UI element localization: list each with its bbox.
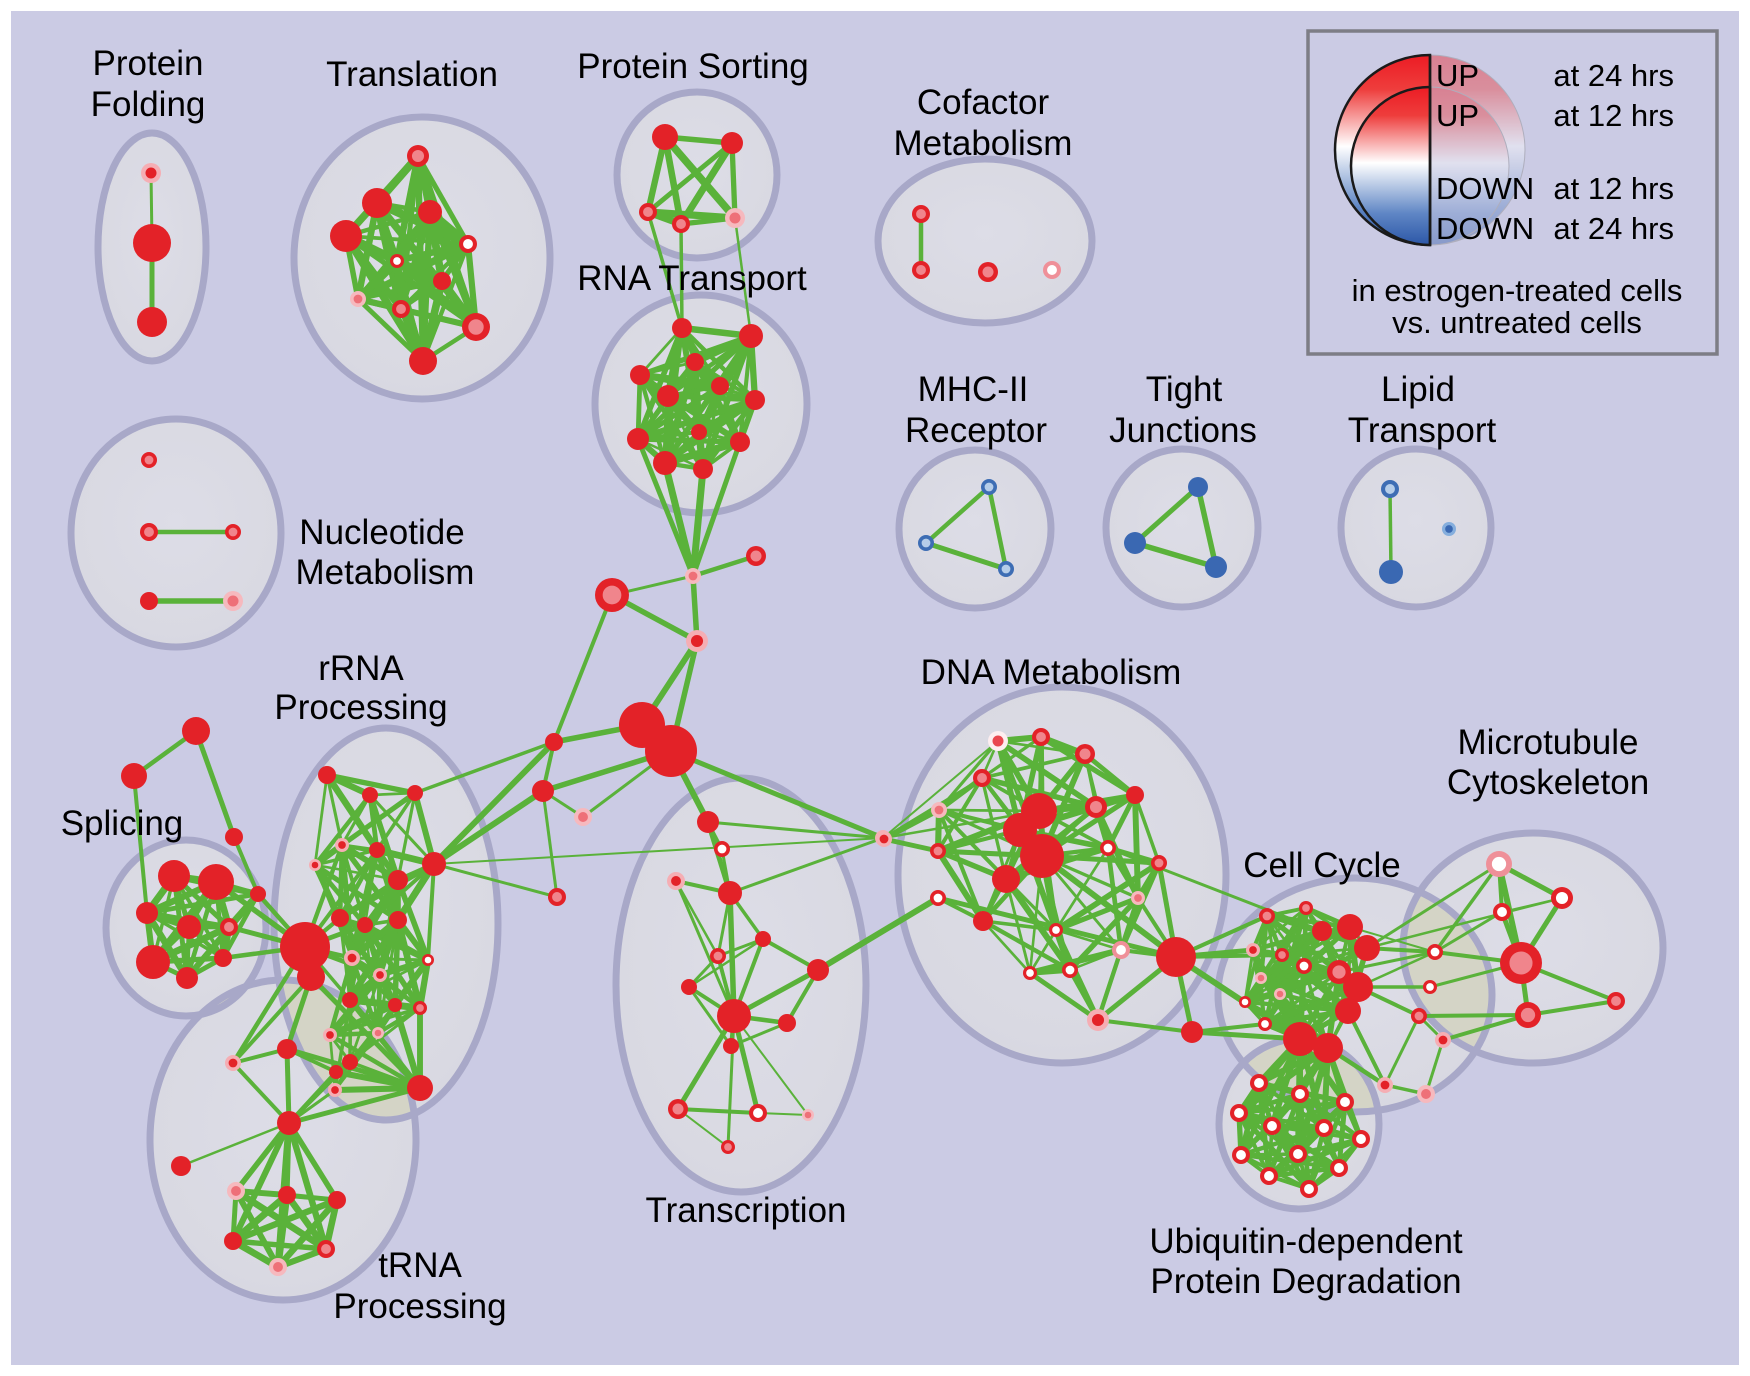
svg-text:Lipid: Lipid — [1381, 370, 1455, 409]
svg-text:Translation: Translation — [326, 55, 498, 94]
svg-text:Junctions: Junctions — [1109, 411, 1257, 450]
svg-text:Tight: Tight — [1146, 370, 1223, 409]
svg-text:in estrogen-treated cells: in estrogen-treated cells — [1352, 273, 1683, 308]
svg-text:DNA Metabolism: DNA Metabolism — [921, 653, 1182, 692]
svg-text:Metabolism: Metabolism — [296, 553, 475, 592]
svg-text:Cell Cycle: Cell Cycle — [1243, 846, 1401, 885]
svg-text:Cytoskeleton: Cytoskeleton — [1447, 763, 1649, 802]
svg-text:Nucleotide: Nucleotide — [299, 513, 464, 552]
svg-text:Processing: Processing — [274, 688, 447, 727]
svg-text:at 24 hrs: at 24 hrs — [1553, 58, 1674, 93]
svg-text:Protein: Protein — [93, 44, 204, 83]
svg-text:at 12 hrs: at 12 hrs — [1553, 98, 1674, 133]
svg-text:tRNA: tRNA — [378, 1246, 462, 1285]
svg-text:vs. untreated cells: vs. untreated cells — [1392, 305, 1642, 340]
svg-text:Protein Degradation: Protein Degradation — [1150, 1262, 1461, 1301]
svg-text:Transcription: Transcription — [646, 1191, 847, 1230]
svg-text:Transport: Transport — [1348, 411, 1497, 450]
svg-text:UP: UP — [1436, 58, 1479, 93]
svg-text:Processing: Processing — [333, 1287, 506, 1326]
svg-text:Folding: Folding — [91, 85, 206, 124]
svg-text:Ubiquitin-dependent: Ubiquitin-dependent — [1149, 1222, 1463, 1261]
svg-text:RNA Transport: RNA Transport — [577, 259, 807, 298]
svg-text:rRNA: rRNA — [318, 649, 404, 688]
svg-text:at 12 hrs: at 12 hrs — [1553, 171, 1674, 206]
svg-text:Receptor: Receptor — [905, 411, 1047, 450]
svg-text:MHC-II: MHC-II — [918, 370, 1029, 409]
svg-text:DOWN: DOWN — [1436, 171, 1534, 206]
svg-text:Splicing: Splicing — [61, 804, 184, 843]
svg-text:Microtubule: Microtubule — [1458, 723, 1639, 762]
svg-text:UP: UP — [1436, 98, 1479, 133]
svg-text:Cofactor: Cofactor — [917, 83, 1050, 122]
svg-text:Metabolism: Metabolism — [894, 124, 1073, 163]
svg-text:at 24 hrs: at 24 hrs — [1553, 211, 1674, 246]
svg-text:Protein Sorting: Protein Sorting — [577, 47, 809, 86]
svg-text:DOWN: DOWN — [1436, 211, 1534, 246]
